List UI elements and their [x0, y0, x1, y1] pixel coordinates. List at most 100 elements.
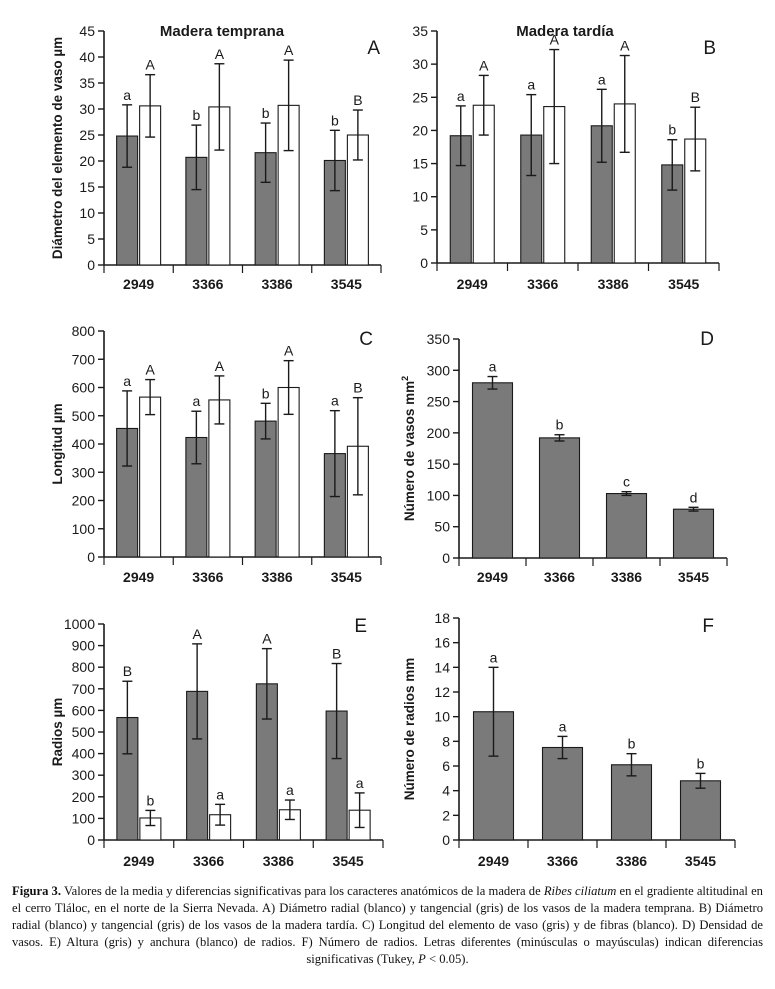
significance-letter: a — [527, 77, 535, 93]
x-tick-label: 3386 — [262, 569, 293, 585]
y-tick-label: 15 — [79, 179, 95, 195]
chart-panel-a: 0 5 10 15 20 25 30 35 40 45 2949 3366 3386 3545 a b b b A A… — [50, 23, 382, 292]
significance-letter: b — [668, 122, 676, 138]
chart-panel-b: 0 5 10 15 20 25 30 35 2949 3366 3386 3545 a a a b A A A B B M… — [412, 23, 720, 292]
significance-letter: a — [216, 786, 224, 802]
panel-label: D — [700, 329, 714, 350]
y-tick-label: 0 — [442, 550, 450, 566]
significance-letter: a — [490, 649, 498, 665]
x-tick-label: 2949 — [478, 853, 509, 869]
y-tick-label: 30 — [79, 101, 95, 117]
significance-letter: A — [262, 631, 272, 647]
y-tick-label: 30 — [412, 56, 428, 72]
chart-panel-e: 0 100 200 300 400 500 600 700 800 900 1000 2949 3366… — [50, 616, 384, 869]
y-tick-label: 45 — [79, 23, 95, 39]
significance-letter: d — [690, 489, 698, 505]
y-tick-label: 20 — [412, 122, 428, 138]
figure-caption: Figura 3. Valores de la media y diferenc… — [12, 883, 763, 968]
significance-letter: a — [598, 71, 606, 87]
chart-panel-d: 0 50 100 150 200 250 300 350 2949 3366 3386 3545 a b c… — [400, 329, 728, 585]
bar-densidad — [471, 382, 514, 559]
bar-radios — [541, 746, 584, 841]
x-tick-label: 3386 — [598, 276, 629, 292]
significance-letter: B — [332, 646, 341, 662]
y-tick-label: 18 — [434, 610, 450, 626]
significance-letter: A — [620, 38, 630, 54]
y-tick-label: 700 — [72, 351, 96, 367]
significance-letter: a — [123, 373, 131, 389]
y-tick-label: 14 — [434, 659, 450, 675]
significance-letter: A — [284, 42, 294, 58]
significance-letter: a — [123, 87, 131, 103]
caption-text-3: < 0.05). — [425, 952, 469, 966]
y-tick-label: 2 — [442, 807, 450, 823]
bar-vaso — [254, 420, 277, 558]
significance-letter: b — [262, 385, 270, 401]
caption-species: Ribes ciliatum — [543, 884, 617, 898]
y-tick-label: 500 — [72, 724, 96, 740]
significance-letter: b — [697, 755, 705, 771]
y-tick-label: 35 — [79, 75, 95, 91]
x-tick-label: 3545 — [668, 276, 699, 292]
panel-label: E — [354, 616, 367, 637]
y-tick-label: 15 — [412, 156, 428, 172]
y-tick-label: 16 — [434, 635, 450, 651]
y-tick-label: 600 — [72, 702, 96, 718]
x-tick-label: 3545 — [678, 569, 709, 585]
significance-letter: A — [192, 626, 202, 642]
panel-title: Madera tardía — [516, 23, 614, 40]
significance-letter: A — [145, 362, 155, 378]
x-tick-label: 3386 — [616, 853, 647, 869]
y-tick-label: 0 — [87, 257, 95, 273]
y-axis-label: Radios µm — [50, 698, 65, 767]
y-tick-label: 400 — [72, 746, 96, 762]
x-tick-label: 2949 — [123, 853, 154, 869]
significance-letter: B — [353, 92, 362, 108]
bar-fibras — [139, 396, 162, 558]
y-tick-label: 500 — [72, 408, 96, 424]
significance-letter: b — [331, 112, 339, 128]
x-tick-label: 2949 — [123, 276, 154, 292]
y-tick-label: 25 — [79, 127, 95, 143]
significance-letter: c — [623, 474, 630, 490]
significance-letter: A — [479, 57, 489, 73]
y-tick-label: 1000 — [64, 616, 95, 632]
y-tick-label: 900 — [72, 638, 96, 654]
x-tick-label: 2949 — [477, 569, 508, 585]
x-tick-label: 3545 — [333, 853, 364, 869]
bar-densidad — [605, 493, 648, 559]
x-tick-label: 3366 — [544, 569, 575, 585]
y-tick-label: 100 — [72, 521, 96, 537]
y-tick-label: 700 — [72, 681, 96, 697]
y-axis-label: Número de vasos mm2 — [400, 376, 417, 521]
y-tick-label: 10 — [412, 189, 428, 205]
significance-letter: a — [192, 393, 200, 409]
y-tick-label: 200 — [72, 493, 96, 509]
x-tick-label: 3545 — [331, 276, 362, 292]
panel-label: A — [367, 38, 380, 59]
significance-letter: A — [145, 57, 155, 73]
significance-letter: b — [556, 417, 564, 433]
bar-densidad — [538, 437, 581, 559]
y-tick-label: 0 — [87, 549, 95, 565]
y-tick-label: 0 — [87, 832, 95, 848]
x-tick-label: 3545 — [685, 853, 716, 869]
y-tick-label: 200 — [427, 425, 451, 441]
y-tick-label: 40 — [79, 49, 95, 65]
panel-title: Madera temprana — [160, 23, 285, 40]
y-axis-label: Número de radios mm — [402, 658, 417, 801]
y-tick-label: 6 — [442, 758, 450, 774]
bar-radios — [679, 780, 722, 841]
bar-densidad — [672, 508, 715, 559]
panel-label: C — [359, 329, 373, 350]
y-tick-label: 350 — [427, 331, 451, 347]
y-tick-label: 150 — [427, 456, 451, 472]
significance-letter: a — [559, 718, 567, 734]
x-tick-label: 3366 — [192, 276, 223, 292]
y-tick-label: 200 — [72, 789, 96, 805]
y-tick-label: 12 — [434, 684, 450, 700]
significance-letter: b — [628, 736, 636, 752]
y-tick-label: 5 — [420, 222, 428, 238]
x-tick-label: 2949 — [123, 569, 154, 585]
